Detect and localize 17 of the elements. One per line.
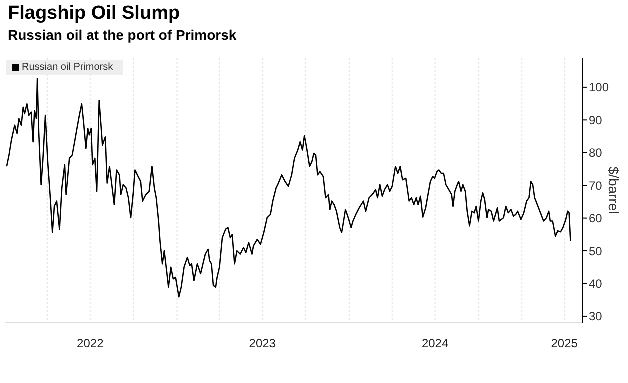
x-tick-label: 2022 xyxy=(77,336,104,351)
y-tick-label: 30 xyxy=(589,310,603,324)
line-series xyxy=(6,78,572,298)
y-axis-title: $/barrel xyxy=(606,166,622,214)
y-tick-label: 90 xyxy=(589,113,603,128)
x-tick-label: 2025 xyxy=(551,336,578,351)
y-tick-label: 70 xyxy=(589,178,603,193)
x-tick-label: 2023 xyxy=(249,336,276,351)
y-tick-label: 40 xyxy=(589,277,603,291)
y-tick-label: 80 xyxy=(589,146,603,160)
y-tick-label: 100 xyxy=(589,80,610,95)
chart-subtitle: Russian oil at the port of Primorsk xyxy=(8,27,237,43)
y-tick-label: 50 xyxy=(589,244,603,258)
y-tick-label: 60 xyxy=(589,212,603,226)
x-tick-label: 2024 xyxy=(422,336,449,351)
chart-title: Flagship Oil Slump xyxy=(8,3,180,25)
legend-label: Russian oil Primorsk xyxy=(21,62,114,73)
